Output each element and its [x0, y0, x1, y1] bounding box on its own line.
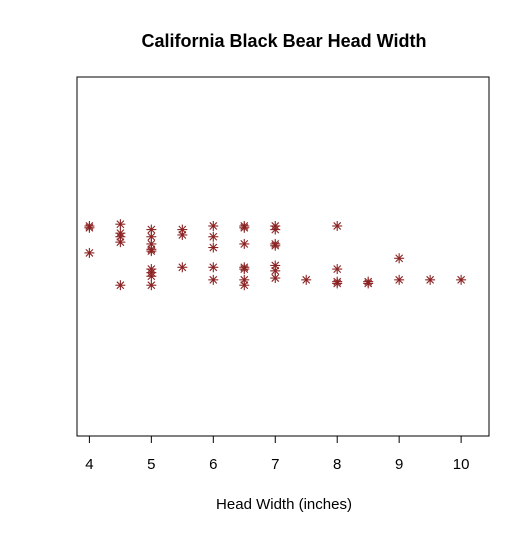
data-point [146, 271, 157, 282]
data-point [208, 274, 219, 285]
data-point [177, 229, 188, 240]
data-point [270, 240, 281, 251]
data-point [456, 274, 467, 285]
data-point [208, 231, 219, 242]
data-point [332, 278, 343, 289]
data-point [394, 274, 405, 285]
data-point [146, 280, 157, 291]
data-point [239, 264, 250, 275]
data-point [363, 278, 374, 289]
data-point [270, 273, 281, 284]
x-axis: 4 5 6 7 8 9 10 [85, 435, 470, 473]
data-point [177, 262, 188, 273]
x-tick-label: 4 [85, 456, 93, 473]
x-axis-label: Head Width (inches) [216, 496, 352, 513]
data-point [208, 262, 219, 273]
data-point [146, 246, 157, 257]
x-tick-label: 7 [271, 456, 279, 473]
data-point [115, 280, 126, 291]
chart-title: California Black Bear Head Width [142, 31, 427, 51]
data-point [332, 264, 343, 275]
data-point [394, 253, 405, 264]
data-point [270, 224, 281, 235]
x-tick-label: 8 [333, 456, 341, 473]
data-point [208, 220, 219, 231]
x-tick-label: 6 [209, 456, 217, 473]
data-point [239, 238, 250, 249]
x-tick-label: 9 [395, 456, 403, 473]
data-points [84, 219, 467, 291]
data-point [84, 247, 95, 258]
x-tick-label: 5 [147, 456, 155, 473]
data-point [270, 265, 281, 276]
data-point [239, 222, 250, 233]
data-point [332, 220, 343, 231]
data-point [425, 274, 436, 285]
x-tick-label: 10 [453, 456, 470, 473]
data-point [115, 219, 126, 230]
data-point [84, 222, 95, 233]
data-point [239, 280, 250, 291]
data-point [115, 237, 126, 248]
data-point [208, 242, 219, 253]
data-point [301, 274, 312, 285]
plot-frame [76, 76, 490, 437]
